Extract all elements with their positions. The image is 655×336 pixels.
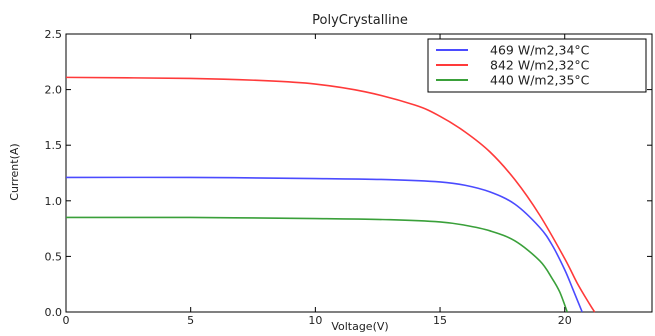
series-line-2 xyxy=(65,76,596,313)
y-tick-label: 2.0 xyxy=(45,84,63,97)
y-tick-label: 1.5 xyxy=(45,139,63,152)
y-tick-label: 0.0 xyxy=(45,306,63,319)
y-tick-label: 1.0 xyxy=(45,195,63,208)
x-axis-label: Voltage(V) xyxy=(331,320,388,333)
x-tick-label: 10 xyxy=(308,314,322,327)
y-axis-label: Current(A) xyxy=(8,143,21,200)
legend-label-1: 469 W/m2,34°C xyxy=(490,43,590,58)
legend-label-3: 440 W/m2,35°C xyxy=(490,73,590,88)
series-line-1 xyxy=(65,176,583,313)
plot-area xyxy=(65,33,653,313)
x-tick-label: 15 xyxy=(433,314,447,327)
chart-title: PolyCrystalline xyxy=(312,13,408,28)
y-tick-label: 0.5 xyxy=(45,250,63,263)
y-tick-label: 2.5 xyxy=(45,28,63,41)
x-tick-label: 0 xyxy=(63,314,70,327)
legend-box xyxy=(427,38,647,93)
x-tick-label: 20 xyxy=(558,314,572,327)
legend-label-2: 842 W/m2,32°C xyxy=(490,58,590,73)
series-line-3 xyxy=(65,216,568,313)
plot-frame xyxy=(65,33,653,313)
x-tick-label: 5 xyxy=(187,314,194,327)
axis-ticks: 0 5 10 15 20 0.0 0.5 1.0 1.5 2.0 2.5 xyxy=(45,28,652,327)
